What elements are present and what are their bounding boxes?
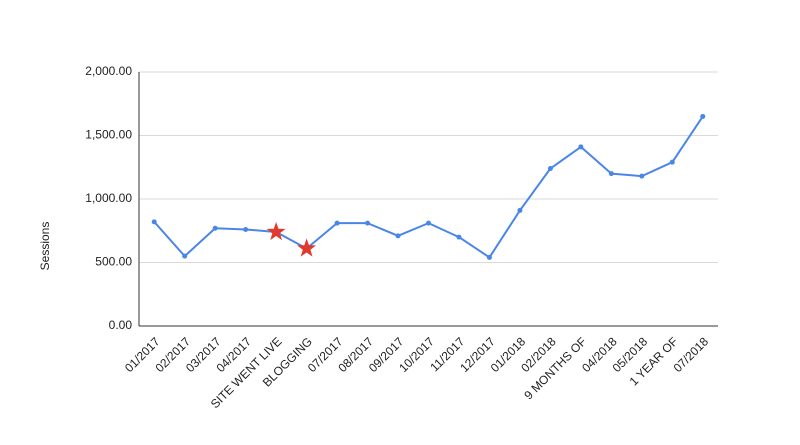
data-point <box>182 253 188 259</box>
y-tick-label: 1,000.00 <box>85 191 132 205</box>
data-point <box>608 171 614 177</box>
data-point <box>456 234 462 240</box>
highlight-star <box>266 222 286 241</box>
y-tick-label: 500.00 <box>95 255 132 269</box>
data-point <box>243 226 249 232</box>
data-point <box>486 254 492 260</box>
data-point <box>365 220 371 226</box>
x-tick-label: 07/2018 <box>671 334 712 375</box>
data-point <box>212 225 218 231</box>
data-point <box>517 207 523 213</box>
data-point <box>395 233 401 239</box>
y-tick-label: 0.00 <box>109 318 133 332</box>
data-line <box>153 115 704 259</box>
data-point <box>700 113 706 119</box>
data-point <box>578 144 584 150</box>
y-tick-label: 2,000.00 <box>85 64 132 78</box>
data-point <box>547 166 553 172</box>
data-point <box>639 173 645 179</box>
data-point <box>426 220 431 226</box>
data-point <box>334 220 340 226</box>
y-axis-title: Sessions <box>38 222 52 271</box>
data-point <box>669 159 675 165</box>
y-tick-label: 1,500.00 <box>85 128 132 142</box>
data-point <box>151 219 157 225</box>
highlight-star <box>297 238 317 257</box>
